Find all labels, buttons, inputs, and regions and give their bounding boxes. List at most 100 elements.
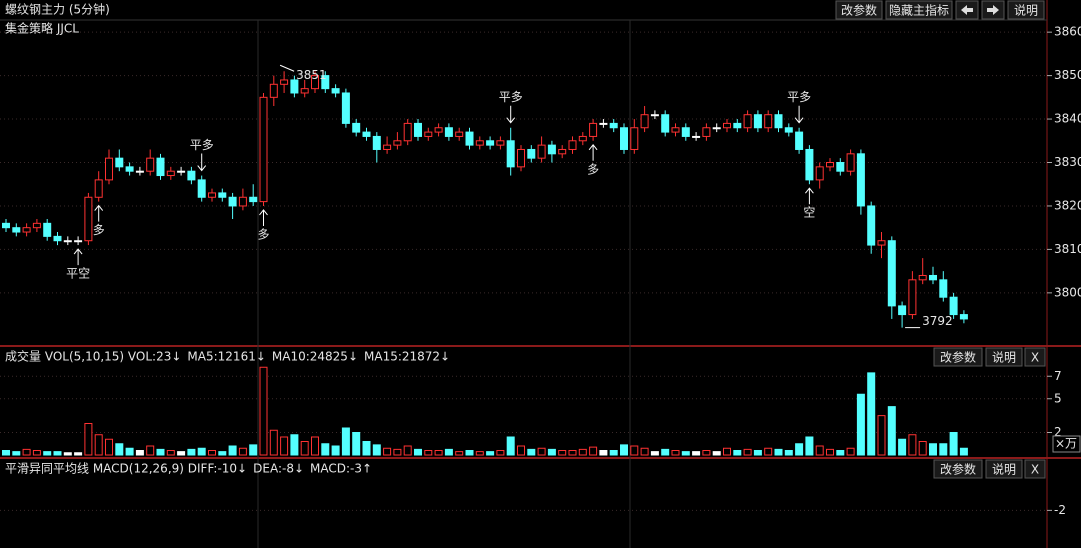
- volume-bar: [74, 452, 83, 456]
- y-tick-label: 3860: [1054, 25, 1081, 39]
- volume-bar: [300, 441, 309, 456]
- candle-body: [733, 122, 742, 129]
- y-tick-label: 3820: [1054, 198, 1081, 212]
- button[interactable]: [985, 347, 1023, 367]
- volume-bar: [290, 434, 299, 456]
- candle-body: [362, 131, 371, 137]
- volume-bar: [723, 447, 731, 456]
- button[interactable]: [1024, 459, 1046, 479]
- volume-bar: [475, 451, 484, 456]
- volume-bar: [228, 445, 237, 456]
- volume-bar: [125, 447, 134, 456]
- button-label[interactable]: X: [1031, 463, 1039, 477]
- candle-body: [671, 127, 680, 133]
- volume-bar: [620, 444, 628, 456]
- volume-bar: [434, 450, 443, 456]
- candle-body: [43, 222, 52, 237]
- button[interactable]: [1007, 0, 1045, 20]
- panel-title: 螺纹钢主力 (5分钟): [5, 2, 110, 17]
- button[interactable]: [885, 0, 953, 20]
- candle-body: [2, 222, 10, 229]
- volume-bar: [877, 415, 886, 456]
- button[interactable]: [835, 0, 883, 20]
- button[interactable]: [985, 459, 1023, 479]
- button-label[interactable]: 说明: [1014, 3, 1038, 18]
- volume-bar: [146, 445, 155, 456]
- button[interactable]: [1024, 347, 1046, 367]
- volume-bar: [177, 451, 186, 456]
- candle-body: [455, 131, 464, 137]
- panel-title: 成交量 VOL(5,10,15) VOL:23↓: [5, 349, 181, 364]
- volume-bar: [32, 450, 41, 456]
- candle-body: [156, 157, 165, 177]
- signal-arrow: [794, 105, 804, 124]
- arrow-icon[interactable]: [961, 5, 973, 15]
- volume-bar: [455, 451, 464, 456]
- volume-bar: [836, 450, 845, 456]
- volume-bar: [135, 450, 144, 456]
- volume-bar: [341, 427, 350, 456]
- volume-bar: [867, 372, 876, 456]
- volume-bar: [939, 443, 948, 456]
- candle-body: [249, 196, 258, 203]
- volume-bar: [578, 448, 587, 456]
- y-tick-label: 3800: [1054, 285, 1081, 299]
- volume-bar: [887, 406, 896, 456]
- candle-body: [403, 122, 412, 142]
- panel-title: 平滑异同平均线 MACD(12,26,9) DIFF:-10↓: [5, 462, 247, 476]
- volume-bar: [630, 445, 639, 456]
- candle-body: [269, 83, 278, 98]
- candle-body: [558, 148, 567, 155]
- subtitle: 集金策略 JJCL: [5, 21, 79, 36]
- volume-bar: [537, 447, 546, 456]
- candle-body: [795, 131, 804, 150]
- volume-bar: [218, 451, 227, 456]
- candle-body: [599, 122, 608, 125]
- candle-body: [434, 127, 443, 133]
- candle-body: [836, 162, 845, 172]
- candle-body: [630, 127, 639, 150]
- volume-bar: [362, 441, 371, 456]
- button-label[interactable]: 说明: [992, 462, 1016, 477]
- volume-bar: [753, 450, 762, 456]
- y-tick-label: 3840: [1054, 112, 1081, 126]
- signal-label: 平多: [787, 90, 811, 104]
- button-label[interactable]: 改参数: [940, 462, 976, 477]
- volume-bar: [815, 445, 824, 456]
- volume-bar: [949, 432, 958, 456]
- button-label[interactable]: 改参数: [841, 3, 877, 18]
- volume-bar: [712, 451, 721, 456]
- button-label[interactable]: 说明: [992, 350, 1016, 365]
- candle-body: [908, 279, 917, 316]
- candle-body: [712, 127, 721, 130]
- button[interactable]: [933, 459, 983, 479]
- volume-bar: [311, 436, 319, 456]
- candle-body: [867, 205, 876, 246]
- button-label[interactable]: X: [1031, 351, 1039, 365]
- candle-body: [805, 148, 814, 181]
- volume-bar: [733, 450, 742, 456]
- candle-body: [537, 144, 546, 159]
- volume-bar: [331, 445, 340, 456]
- volume-bar: [506, 436, 515, 456]
- candle-body: [125, 166, 134, 172]
- button-label[interactable]: 改参数: [940, 350, 976, 365]
- signal-label: 多: [587, 162, 599, 176]
- volume-bar: [105, 438, 113, 456]
- signal-arrow: [588, 143, 598, 161]
- candle-body: [53, 235, 62, 242]
- arrow-icon[interactable]: [987, 5, 999, 15]
- candle-body: [135, 170, 144, 173]
- candle-body: [506, 140, 515, 168]
- candle-body: [887, 240, 896, 307]
- volume-bar: [527, 448, 536, 456]
- candle-body: [372, 135, 381, 150]
- volume-bar: [269, 429, 278, 456]
- volume-bar: [918, 441, 927, 456]
- button[interactable]: [933, 347, 983, 367]
- signal-arrow: [94, 204, 104, 222]
- candle-body: [815, 166, 824, 181]
- signal-arrow: [73, 248, 83, 266]
- button-label[interactable]: 隐藏主指标: [889, 3, 949, 18]
